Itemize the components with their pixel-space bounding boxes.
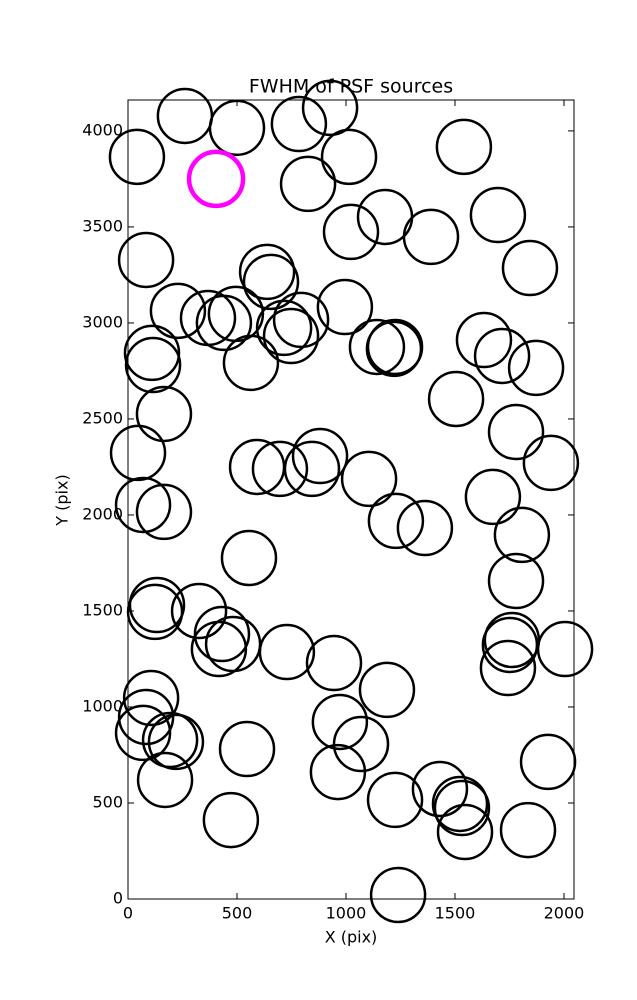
psf-source: [135, 483, 193, 541]
psf-source: [114, 704, 172, 762]
psf-source: [114, 476, 172, 534]
psf-source: [242, 253, 300, 311]
psf-source: [218, 720, 276, 778]
y-tick-label: 4000: [82, 120, 123, 139]
psf-source: [117, 688, 175, 746]
psf-source: [487, 552, 545, 610]
psf-source: [124, 336, 182, 394]
psf-source: [135, 385, 193, 443]
psf-source: [316, 278, 374, 336]
psf-source: [186, 149, 246, 209]
y-tick-label: 2500: [82, 408, 123, 427]
x-tick-label: 1500: [435, 904, 476, 923]
x-axis-label: X (pix): [325, 928, 378, 947]
psf-source: [464, 468, 522, 526]
psf-source: [272, 291, 330, 349]
psf-source: [251, 440, 309, 498]
psf-source: [435, 118, 493, 176]
psf-source: [507, 339, 565, 397]
psf-source: [220, 529, 278, 587]
psf-source: [311, 693, 369, 751]
psf-source: [222, 334, 280, 392]
x-tick-label: 2000: [544, 904, 585, 923]
psf-source: [108, 128, 166, 186]
psf-source: [309, 743, 367, 801]
psf-source: [141, 711, 199, 769]
psf-source: [402, 208, 460, 266]
psf-source: [123, 324, 181, 382]
psf-source: [455, 311, 513, 369]
psf-source: [149, 282, 207, 340]
psf-source: [270, 95, 328, 153]
psf-source: [366, 771, 424, 829]
psf-source: [122, 669, 180, 727]
axes-frame: [127, 99, 575, 900]
psf-source: [156, 87, 214, 145]
psf-source: [431, 775, 489, 833]
y-tick-label: 1500: [82, 600, 123, 619]
y-tick-label: 0: [113, 889, 123, 908]
psf-source: [208, 99, 266, 157]
psf-source: [469, 186, 527, 244]
psf-source: [170, 582, 228, 640]
psf-source: [348, 318, 406, 376]
psf-source: [365, 320, 423, 378]
psf-source: [258, 623, 316, 681]
psf-source: [483, 611, 541, 669]
plot-area: [108, 79, 594, 924]
x-tick-label: 1000: [326, 904, 367, 923]
psf-source: [262, 307, 320, 365]
psf-source: [427, 370, 485, 428]
psf-source: [305, 634, 363, 692]
psf-source: [473, 327, 531, 385]
y-tick-label: 3500: [82, 216, 123, 235]
x-tick-label: 500: [222, 904, 253, 923]
psf-source: [487, 403, 545, 461]
psf-source: [322, 203, 380, 261]
psf-source: [283, 440, 341, 498]
chart-title: FWHM of PSF sources: [249, 76, 453, 98]
psf-source: [136, 751, 194, 809]
y-tick-label: 3000: [82, 312, 123, 331]
psf-source: [228, 438, 286, 496]
psf-source: [320, 128, 378, 186]
psf-source: [128, 576, 186, 634]
psf-source: [117, 231, 175, 289]
psf-source: [481, 616, 539, 674]
psf-source: [301, 79, 359, 137]
psf-source: [358, 661, 416, 719]
psf-source: [411, 760, 469, 818]
psf-source: [367, 492, 425, 550]
y-tick-label: 2000: [82, 504, 123, 523]
psf-source: [202, 791, 260, 849]
psf-source: [340, 450, 398, 508]
psf-source: [279, 155, 337, 213]
psf-source: [255, 299, 313, 357]
psf-source: [499, 801, 557, 859]
psf-source: [109, 424, 167, 482]
psf-source: [479, 639, 537, 697]
psf-source: [433, 779, 491, 837]
psf-source: [238, 243, 296, 301]
psf-source: [195, 294, 253, 352]
psf-source: [436, 803, 494, 861]
y-axis-label: Y (pix): [53, 474, 72, 526]
psf-source: [291, 427, 349, 485]
psf-source: [396, 499, 454, 557]
psf-source: [332, 715, 390, 773]
y-tick-label: 500: [92, 792, 123, 811]
psf-source: [536, 620, 594, 678]
psf-source: [501, 239, 559, 297]
y-tick-label: 1000: [82, 696, 123, 715]
psf-source: [147, 713, 205, 771]
x-tick-label: 0: [123, 904, 133, 923]
psf-source: [369, 866, 427, 924]
psf-source: [519, 733, 577, 791]
psf-source: [522, 434, 580, 492]
psf-source: [493, 506, 551, 564]
